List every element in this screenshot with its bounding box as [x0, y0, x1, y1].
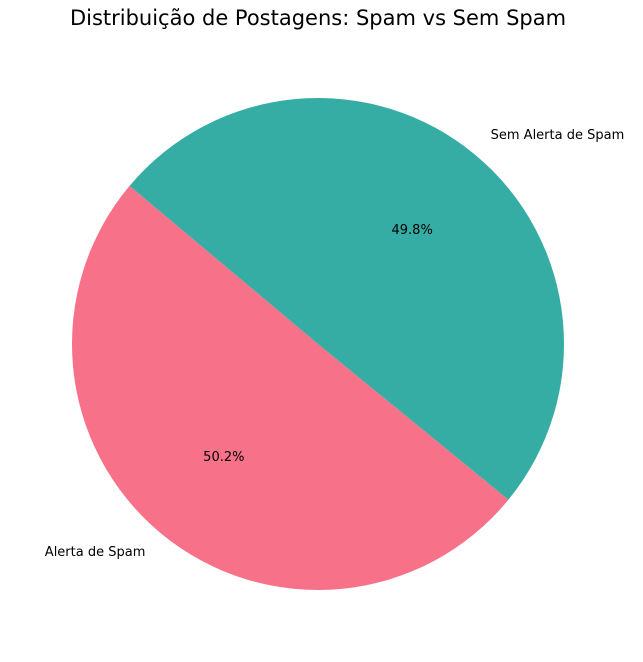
- pie-labels: 50.2% Alerta de Spam 49.8% Sem Alerta de Sp…: [45, 128, 624, 560]
- pie-slice-1: [71, 185, 509, 591]
- pie-slices: [71, 98, 564, 591]
- chart-title: Distribuição de Postagens: Spam vs Sem S…: [69, 6, 567, 30]
- pie-percent-label-1: 50.2%: [203, 450, 244, 465]
- pie-category-label-2: Sem Alerta de Spam: [491, 128, 625, 143]
- pie-category-label-1: Alerta de Spam: [45, 545, 146, 560]
- pie-percent-label-2: 49.8%: [392, 223, 433, 238]
- pie-slice-2: [129, 98, 564, 500]
